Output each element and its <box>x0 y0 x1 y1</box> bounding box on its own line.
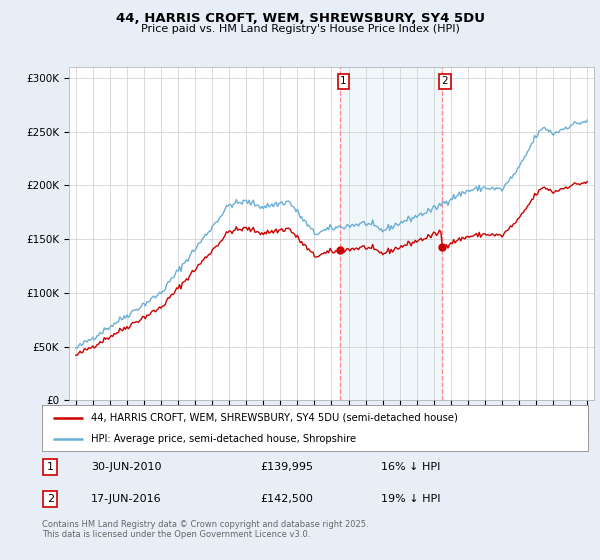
Text: Contains HM Land Registry data © Crown copyright and database right 2025.
This d: Contains HM Land Registry data © Crown c… <box>42 520 368 539</box>
Text: 17-JUN-2016: 17-JUN-2016 <box>91 494 162 504</box>
Text: £139,995: £139,995 <box>260 462 313 472</box>
Text: 44, HARRIS CROFT, WEM, SHREWSBURY, SY4 5DU: 44, HARRIS CROFT, WEM, SHREWSBURY, SY4 5… <box>115 12 485 25</box>
Text: 44, HARRIS CROFT, WEM, SHREWSBURY, SY4 5DU (semi-detached house): 44, HARRIS CROFT, WEM, SHREWSBURY, SY4 5… <box>91 413 458 423</box>
Bar <box>340 67 442 400</box>
Text: 16% ↓ HPI: 16% ↓ HPI <box>380 462 440 472</box>
Text: HPI: Average price, semi-detached house, Shropshire: HPI: Average price, semi-detached house,… <box>91 435 356 444</box>
Text: 2: 2 <box>47 494 54 504</box>
Text: 1: 1 <box>340 76 347 86</box>
Text: 30-JUN-2010: 30-JUN-2010 <box>91 462 161 472</box>
Text: 2: 2 <box>442 76 448 86</box>
Text: 1: 1 <box>47 462 53 472</box>
Text: £142,500: £142,500 <box>260 494 313 504</box>
Text: Price paid vs. HM Land Registry's House Price Index (HPI): Price paid vs. HM Land Registry's House … <box>140 24 460 34</box>
Text: 19% ↓ HPI: 19% ↓ HPI <box>380 494 440 504</box>
